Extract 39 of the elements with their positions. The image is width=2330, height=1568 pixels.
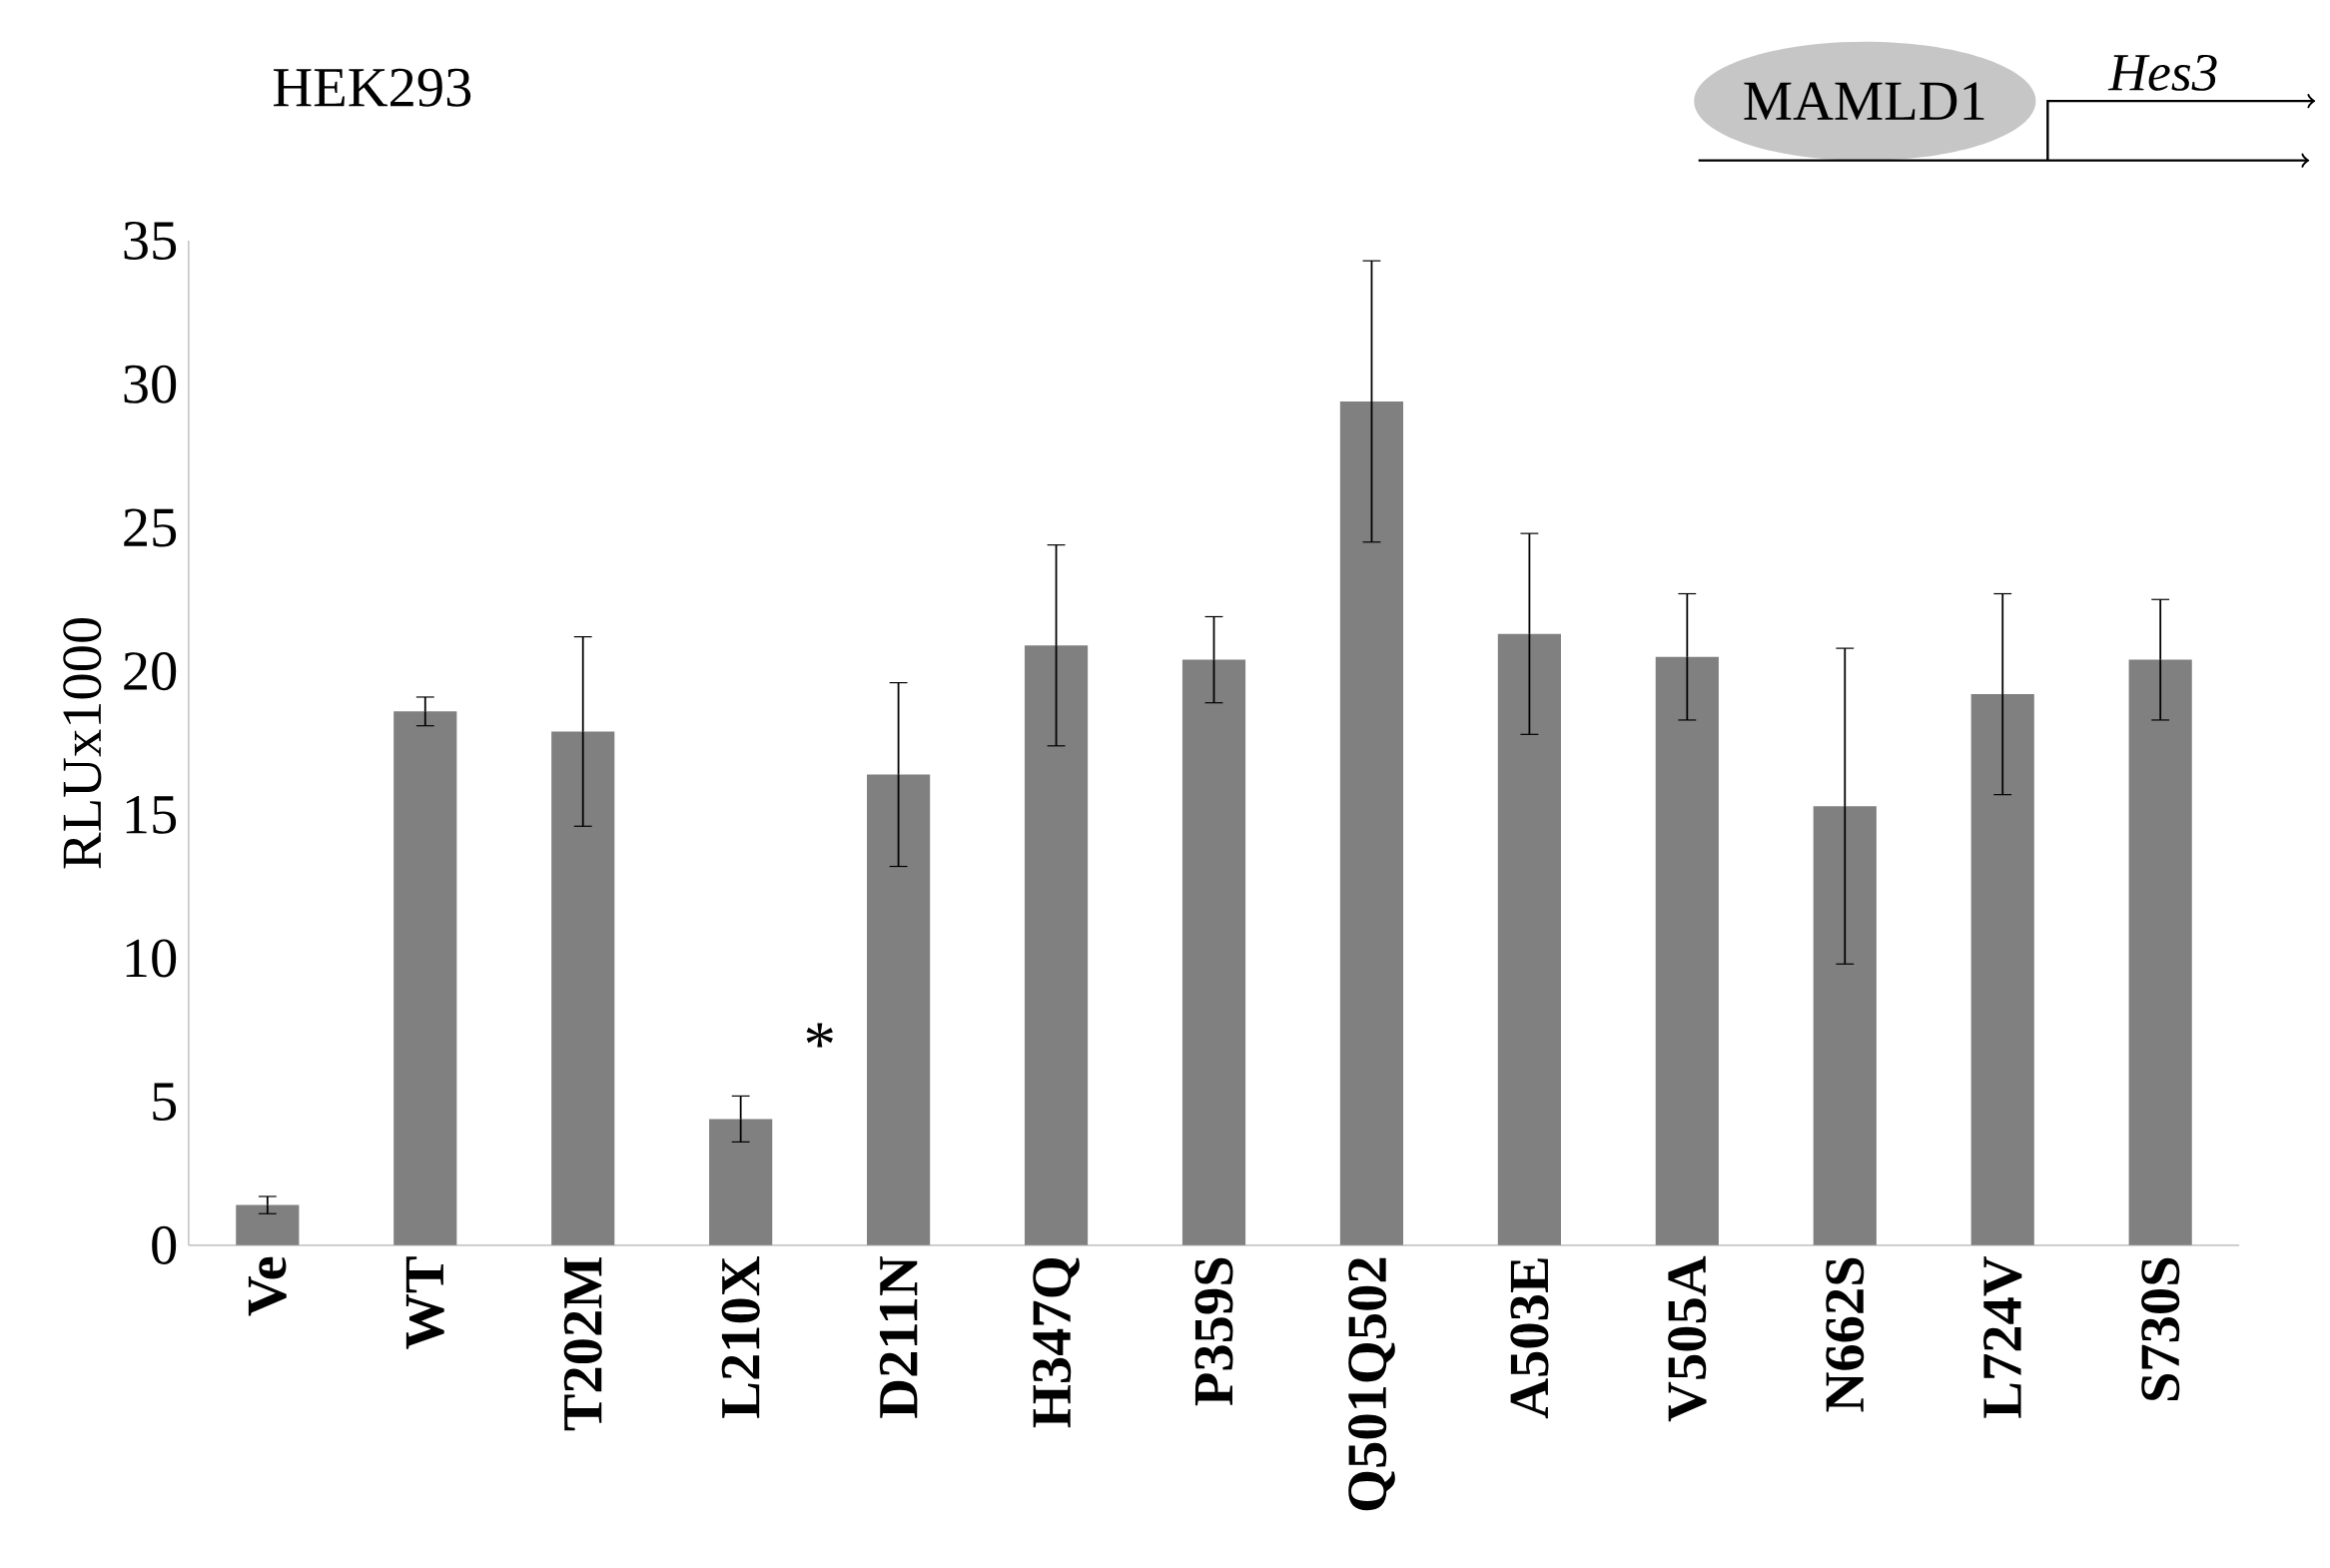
y-tick-label: 20 [124,652,177,691]
bar [236,1204,300,1245]
y-tick-label: 25 [124,508,177,547]
annotation: * [806,1023,833,1048]
x-tick-label: S730S [2141,1257,2180,1401]
text: MAMLD1 [1744,82,1984,120]
bar [1655,656,1719,1245]
y-tick-label: 35 [124,222,177,261]
x-tick-label: H347Q [1033,1257,1080,1428]
bar [1339,401,1404,1245]
bar [1813,806,1877,1245]
y-tick-label: 10 [126,939,177,978]
bar [1497,633,1561,1245]
y-tick-label: 15 [126,796,177,834]
text: Hes3 [2107,55,2217,92]
bar [1181,659,1246,1245]
x-tick-label: Ve [248,1256,287,1316]
y-tick-label: 5 [153,1083,177,1122]
bar [709,1119,773,1245]
x-tick-label: L724V [1983,1256,2022,1418]
x-tick-label: V505A [1668,1255,1707,1422]
x-tick-label: N662S [1826,1257,1865,1412]
bar [393,711,457,1245]
bar [1970,694,2034,1245]
y-tick-label: 0 [152,1225,177,1265]
x-tick-label: P359S [1194,1257,1233,1406]
chart-title: HEK293 [274,68,471,107]
x-tick-label: L210X [721,1256,760,1418]
bar [867,774,931,1245]
x-tick-label: WT [405,1256,444,1349]
x-tick-label: Q501Q502 [1348,1257,1395,1511]
bar [2128,659,2192,1245]
y-tick-label: 30 [124,365,177,403]
bar [551,731,615,1245]
y-axis-title: RLUx1000 [63,618,102,869]
x-tick-label: A503E [1510,1258,1549,1419]
x-tick-label: T202M [563,1257,602,1431]
bar [1024,645,1089,1245]
x-tick-label: D211N [879,1256,918,1418]
